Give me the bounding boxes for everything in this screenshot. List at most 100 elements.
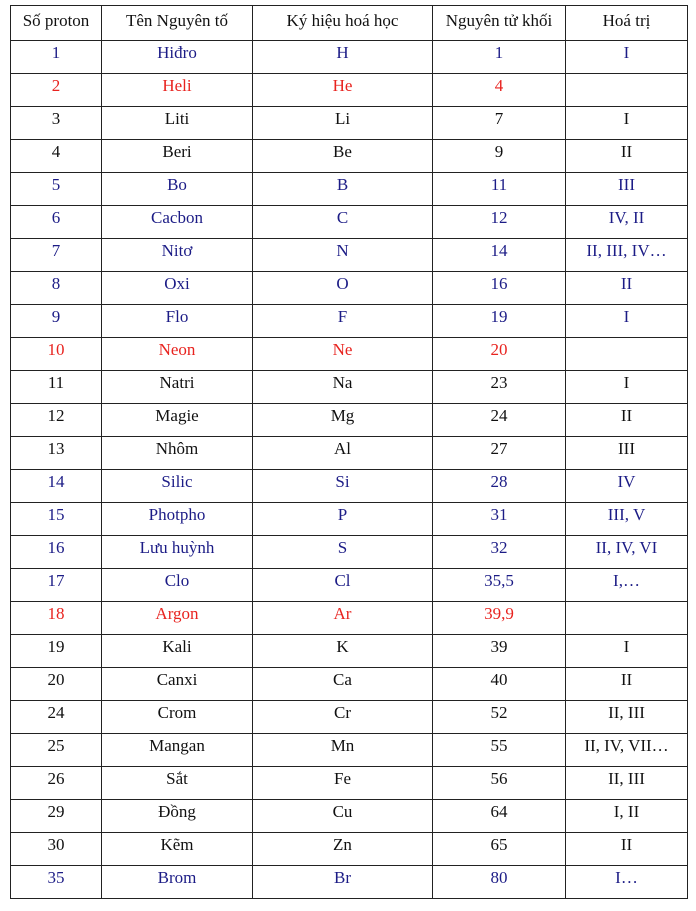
valence-cell: II: [565, 139, 688, 173]
name-cell: Photpho: [101, 502, 253, 536]
mass-cell: 4: [432, 73, 566, 107]
table-row: 2 Heli He 4: [10, 73, 688, 107]
table-row: 14 Silic Si 28 IV: [10, 469, 688, 503]
mass-cell: 80: [432, 865, 566, 899]
name-cell: Neon: [101, 337, 253, 371]
mass-cell: 28: [432, 469, 566, 503]
valence-cell: II, III: [565, 700, 688, 734]
table-row: 26 Sắt Fe 56 II, III: [10, 766, 688, 800]
proton-cell: 29: [10, 799, 102, 833]
name-cell: Silic: [101, 469, 253, 503]
valence-cell: II: [565, 667, 688, 701]
name-cell: Nitơ: [101, 238, 253, 272]
proton-cell: 1: [10, 40, 102, 74]
mass-cell: 1: [432, 40, 566, 74]
mass-cell: 56: [432, 766, 566, 800]
proton-cell: 4: [10, 139, 102, 173]
symbol-cell: Ne: [252, 337, 433, 371]
symbol-cell: Al: [252, 436, 433, 470]
proton-cell: 17: [10, 568, 102, 602]
proton-cell: 30: [10, 832, 102, 866]
table-row: 13 Nhôm Al 27 III: [10, 436, 688, 470]
symbol-cell: Li: [252, 106, 433, 140]
symbol-cell: Zn: [252, 832, 433, 866]
table-row: 7 Nitơ N 14 II, III, IV…: [10, 238, 688, 272]
mass-cell: 65: [432, 832, 566, 866]
element-table: Số proton Tên Nguyên tố Ký hiệu hoá học …: [10, 5, 688, 899]
mass-cell: 55: [432, 733, 566, 767]
mass-cell: 31: [432, 502, 566, 536]
symbol-cell: Na: [252, 370, 433, 404]
symbol-cell: Si: [252, 469, 433, 503]
table-row: 1 Hiđro H 1 I: [10, 40, 688, 74]
valence-cell: I: [565, 304, 688, 338]
proton-cell: 6: [10, 205, 102, 239]
valence-cell: IV: [565, 469, 688, 503]
proton-cell: 19: [10, 634, 102, 668]
name-cell: Natri: [101, 370, 253, 404]
valence-cell: II: [565, 271, 688, 305]
symbol-cell: B: [252, 172, 433, 206]
mass-cell: 27: [432, 436, 566, 470]
header-row: Số proton Tên Nguyên tố Ký hiệu hoá học …: [10, 5, 688, 41]
valence-cell: II: [565, 403, 688, 437]
valence-cell: [565, 601, 688, 635]
valence-cell: II, III: [565, 766, 688, 800]
symbol-cell: Mn: [252, 733, 433, 767]
name-cell: Clo: [101, 568, 253, 602]
name-cell: Nhôm: [101, 436, 253, 470]
table-row: 5 Bo B 11 III: [10, 172, 688, 206]
table-row: 20 Canxi Ca 40 II: [10, 667, 688, 701]
symbol-cell: Be: [252, 139, 433, 173]
name-cell: Bo: [101, 172, 253, 206]
mass-cell: 12: [432, 205, 566, 239]
table-row: 35 Brom Br 80 I…: [10, 865, 688, 899]
symbol-cell: H: [252, 40, 433, 74]
symbol-cell: F: [252, 304, 433, 338]
name-cell: Canxi: [101, 667, 253, 701]
proton-cell: 9: [10, 304, 102, 338]
valence-cell: III, V: [565, 502, 688, 536]
proton-cell: 2: [10, 73, 102, 107]
name-cell: Mangan: [101, 733, 253, 767]
symbol-cell: Fe: [252, 766, 433, 800]
table-row: 10 Neon Ne 20: [10, 337, 688, 371]
header-symbol: Ký hiệu hoá học: [252, 5, 433, 41]
header-proton: Số proton: [10, 5, 102, 41]
proton-cell: 14: [10, 469, 102, 503]
mass-cell: 7: [432, 106, 566, 140]
mass-cell: 52: [432, 700, 566, 734]
name-cell: Lưu huỳnh: [101, 535, 253, 569]
mass-cell: 32: [432, 535, 566, 569]
mass-cell: 64: [432, 799, 566, 833]
proton-cell: 25: [10, 733, 102, 767]
valence-cell: III: [565, 436, 688, 470]
symbol-cell: O: [252, 271, 433, 305]
valence-cell: I: [565, 370, 688, 404]
proton-cell: 13: [10, 436, 102, 470]
name-cell: Flo: [101, 304, 253, 338]
name-cell: Magie: [101, 403, 253, 437]
mass-cell: 24: [432, 403, 566, 437]
name-cell: Sắt: [101, 766, 253, 800]
symbol-cell: C: [252, 205, 433, 239]
proton-cell: 7: [10, 238, 102, 272]
symbol-cell: He: [252, 73, 433, 107]
table-row: 4 Beri Be 9 II: [10, 139, 688, 173]
valence-cell: I,…: [565, 568, 688, 602]
name-cell: Oxi: [101, 271, 253, 305]
proton-cell: 16: [10, 535, 102, 569]
valence-cell: I: [565, 40, 688, 74]
symbol-cell: P: [252, 502, 433, 536]
mass-cell: 16: [432, 271, 566, 305]
valence-cell: II, IV, VII…: [565, 733, 688, 767]
proton-cell: 10: [10, 337, 102, 371]
name-cell: Kali: [101, 634, 253, 668]
symbol-cell: Br: [252, 865, 433, 899]
symbol-cell: Cr: [252, 700, 433, 734]
table-row: 9 Flo F 19 I: [10, 304, 688, 338]
proton-cell: 18: [10, 601, 102, 635]
mass-cell: 9: [432, 139, 566, 173]
name-cell: Đồng: [101, 799, 253, 833]
table-row: 3 Liti Li 7 I: [10, 106, 688, 140]
